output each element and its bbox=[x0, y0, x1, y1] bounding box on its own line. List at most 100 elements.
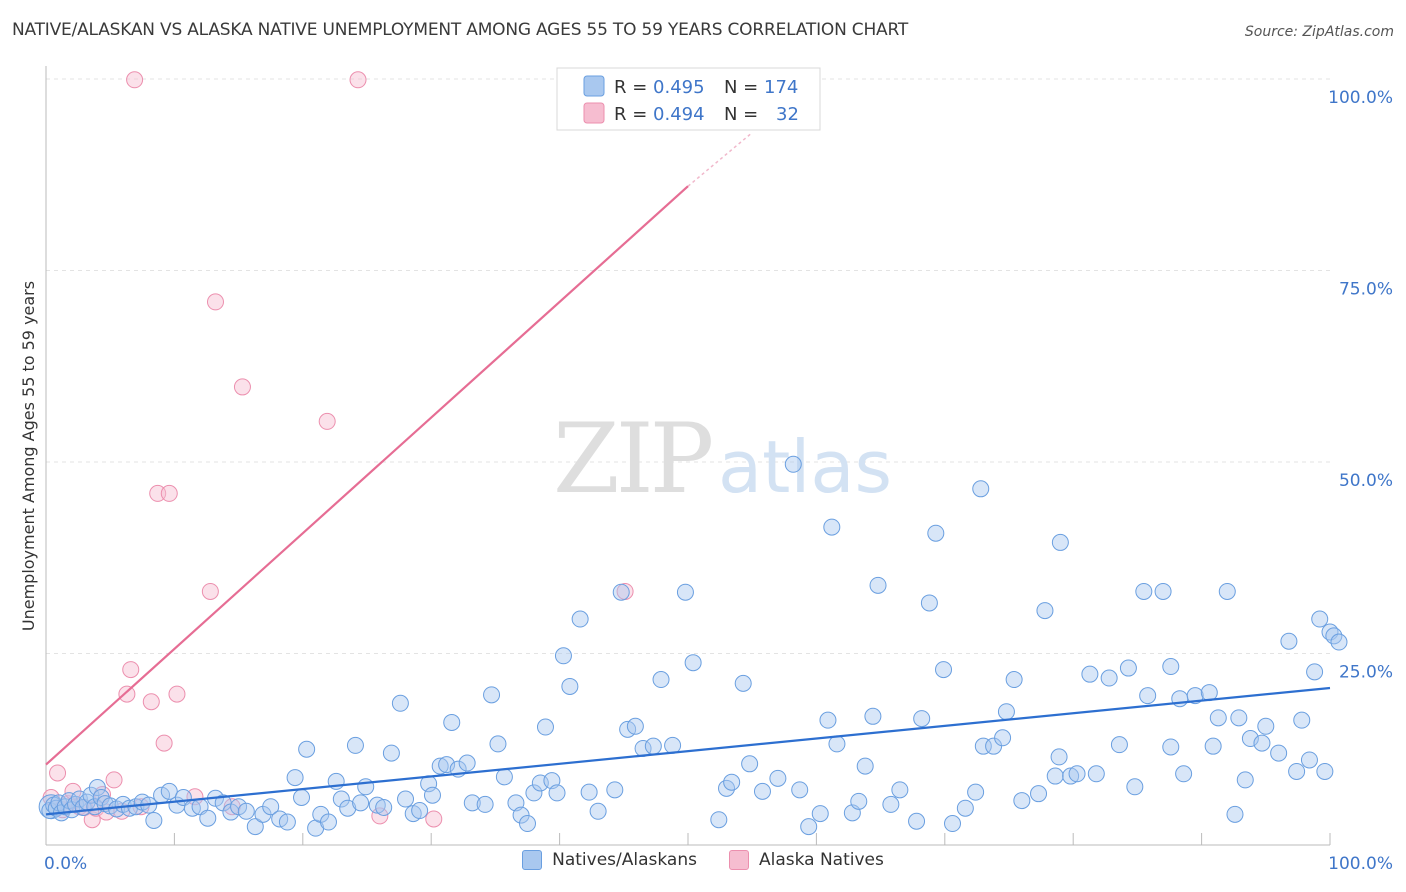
data-point bbox=[206, 293, 224, 311]
trendline-alaska-natives bbox=[45, 185, 689, 766]
data-point bbox=[352, 794, 370, 812]
y-tick-label: 100.0% bbox=[1328, 88, 1393, 108]
data-point bbox=[561, 677, 579, 695]
data-point bbox=[741, 755, 759, 773]
x-tick-labels: 0.0% 100.0% bbox=[44, 854, 1393, 874]
data-point bbox=[83, 811, 101, 829]
data-point bbox=[1154, 582, 1172, 600]
chart-title: NATIVE/ALASKAN VS ALASKA NATIVE UNEMPLOY… bbox=[12, 20, 909, 40]
data-point bbox=[349, 71, 367, 89]
data-point bbox=[525, 784, 543, 802]
watermark-atlas: atlas bbox=[718, 425, 892, 509]
legend-n-value: 174 bbox=[764, 77, 798, 98]
data-point bbox=[1162, 658, 1180, 676]
data-point bbox=[882, 795, 900, 813]
data-point bbox=[1209, 709, 1227, 727]
data-point bbox=[908, 812, 926, 830]
trendline-alaska-natives-extension bbox=[687, 132, 753, 187]
data-point bbox=[463, 794, 481, 812]
data-point bbox=[935, 661, 953, 679]
svg-text:N = 32: N = 32 bbox=[724, 104, 799, 125]
legend-item-alaska-natives: Alaska Natives bbox=[728, 850, 884, 870]
data-point bbox=[891, 781, 909, 799]
data-point bbox=[644, 737, 662, 755]
data-point bbox=[1218, 582, 1236, 600]
trendline-natives-alaskans bbox=[45, 686, 1331, 816]
data-point bbox=[298, 740, 316, 758]
data-point bbox=[431, 757, 449, 775]
data-point bbox=[1162, 738, 1180, 756]
data-point bbox=[791, 781, 809, 799]
data-point bbox=[88, 779, 106, 797]
data-point bbox=[118, 685, 136, 703]
data-point bbox=[1200, 684, 1218, 702]
data-point bbox=[913, 710, 931, 728]
data-point bbox=[483, 686, 501, 704]
data-point bbox=[1062, 767, 1080, 785]
data-point bbox=[956, 799, 974, 817]
data-point bbox=[1050, 748, 1068, 766]
data-point bbox=[944, 815, 962, 833]
data-point bbox=[1186, 687, 1204, 705]
data-point bbox=[411, 802, 429, 820]
data-point bbox=[357, 778, 375, 796]
data-point bbox=[800, 818, 818, 836]
data-point bbox=[397, 790, 415, 808]
legend-swatch-blue bbox=[522, 850, 543, 870]
natives-alaskans-points bbox=[38, 455, 1348, 837]
watermark: ZIP atlas bbox=[553, 403, 892, 515]
data-point bbox=[382, 744, 400, 762]
svg-text:R = 0.495: R = 0.495 bbox=[614, 77, 705, 98]
data-point bbox=[1204, 737, 1222, 755]
data-point bbox=[346, 736, 364, 754]
data-point bbox=[823, 518, 841, 536]
data-point bbox=[512, 806, 530, 824]
data-point bbox=[869, 576, 887, 594]
data-point bbox=[967, 783, 985, 801]
legend-r-label: R = bbox=[614, 104, 653, 125]
data-point bbox=[1175, 765, 1193, 783]
data-point bbox=[676, 583, 694, 601]
x-tick-label: 100.0% bbox=[1328, 854, 1393, 874]
data-point bbox=[160, 782, 178, 800]
data-point bbox=[554, 647, 572, 665]
data-point bbox=[606, 781, 624, 799]
data-point bbox=[974, 737, 992, 755]
y-tick-label: 25.0% bbox=[1339, 663, 1393, 683]
data-point bbox=[425, 810, 443, 828]
data-point bbox=[1046, 767, 1064, 785]
data-point bbox=[1257, 717, 1275, 735]
data-point bbox=[1270, 744, 1288, 762]
data-point bbox=[142, 693, 160, 711]
data-point bbox=[1330, 633, 1348, 651]
data-point bbox=[1005, 671, 1023, 689]
data-point bbox=[811, 805, 829, 823]
legend-n-label: N = bbox=[724, 77, 764, 98]
data-point bbox=[1110, 736, 1128, 754]
data-point bbox=[994, 729, 1012, 747]
data-point bbox=[293, 789, 311, 807]
y-tick-labels: 25.0% 50.0% 75.0% 100.0% bbox=[1328, 88, 1393, 683]
data-point bbox=[1226, 805, 1244, 823]
legend-label: Natives/Alaskans bbox=[552, 850, 697, 870]
data-point bbox=[753, 782, 771, 800]
data-point bbox=[168, 685, 186, 703]
watermark-zip: ZIP bbox=[553, 403, 712, 515]
data-point bbox=[423, 786, 441, 804]
source-label: Source: ZipAtlas.com bbox=[1244, 24, 1394, 40]
data-point bbox=[828, 735, 846, 753]
data-point bbox=[612, 583, 630, 601]
data-point bbox=[145, 811, 163, 829]
data-point bbox=[1135, 582, 1153, 600]
data-point bbox=[368, 796, 386, 814]
data-point bbox=[318, 412, 336, 430]
data-point bbox=[375, 798, 393, 816]
data-point bbox=[548, 784, 566, 802]
x-tick-label: 0.0% bbox=[44, 854, 87, 874]
data-point bbox=[160, 484, 178, 502]
legend-r-value: 0.494 bbox=[653, 104, 705, 125]
data-point bbox=[1087, 765, 1105, 783]
data-point bbox=[278, 813, 296, 831]
data-point bbox=[1126, 778, 1144, 796]
